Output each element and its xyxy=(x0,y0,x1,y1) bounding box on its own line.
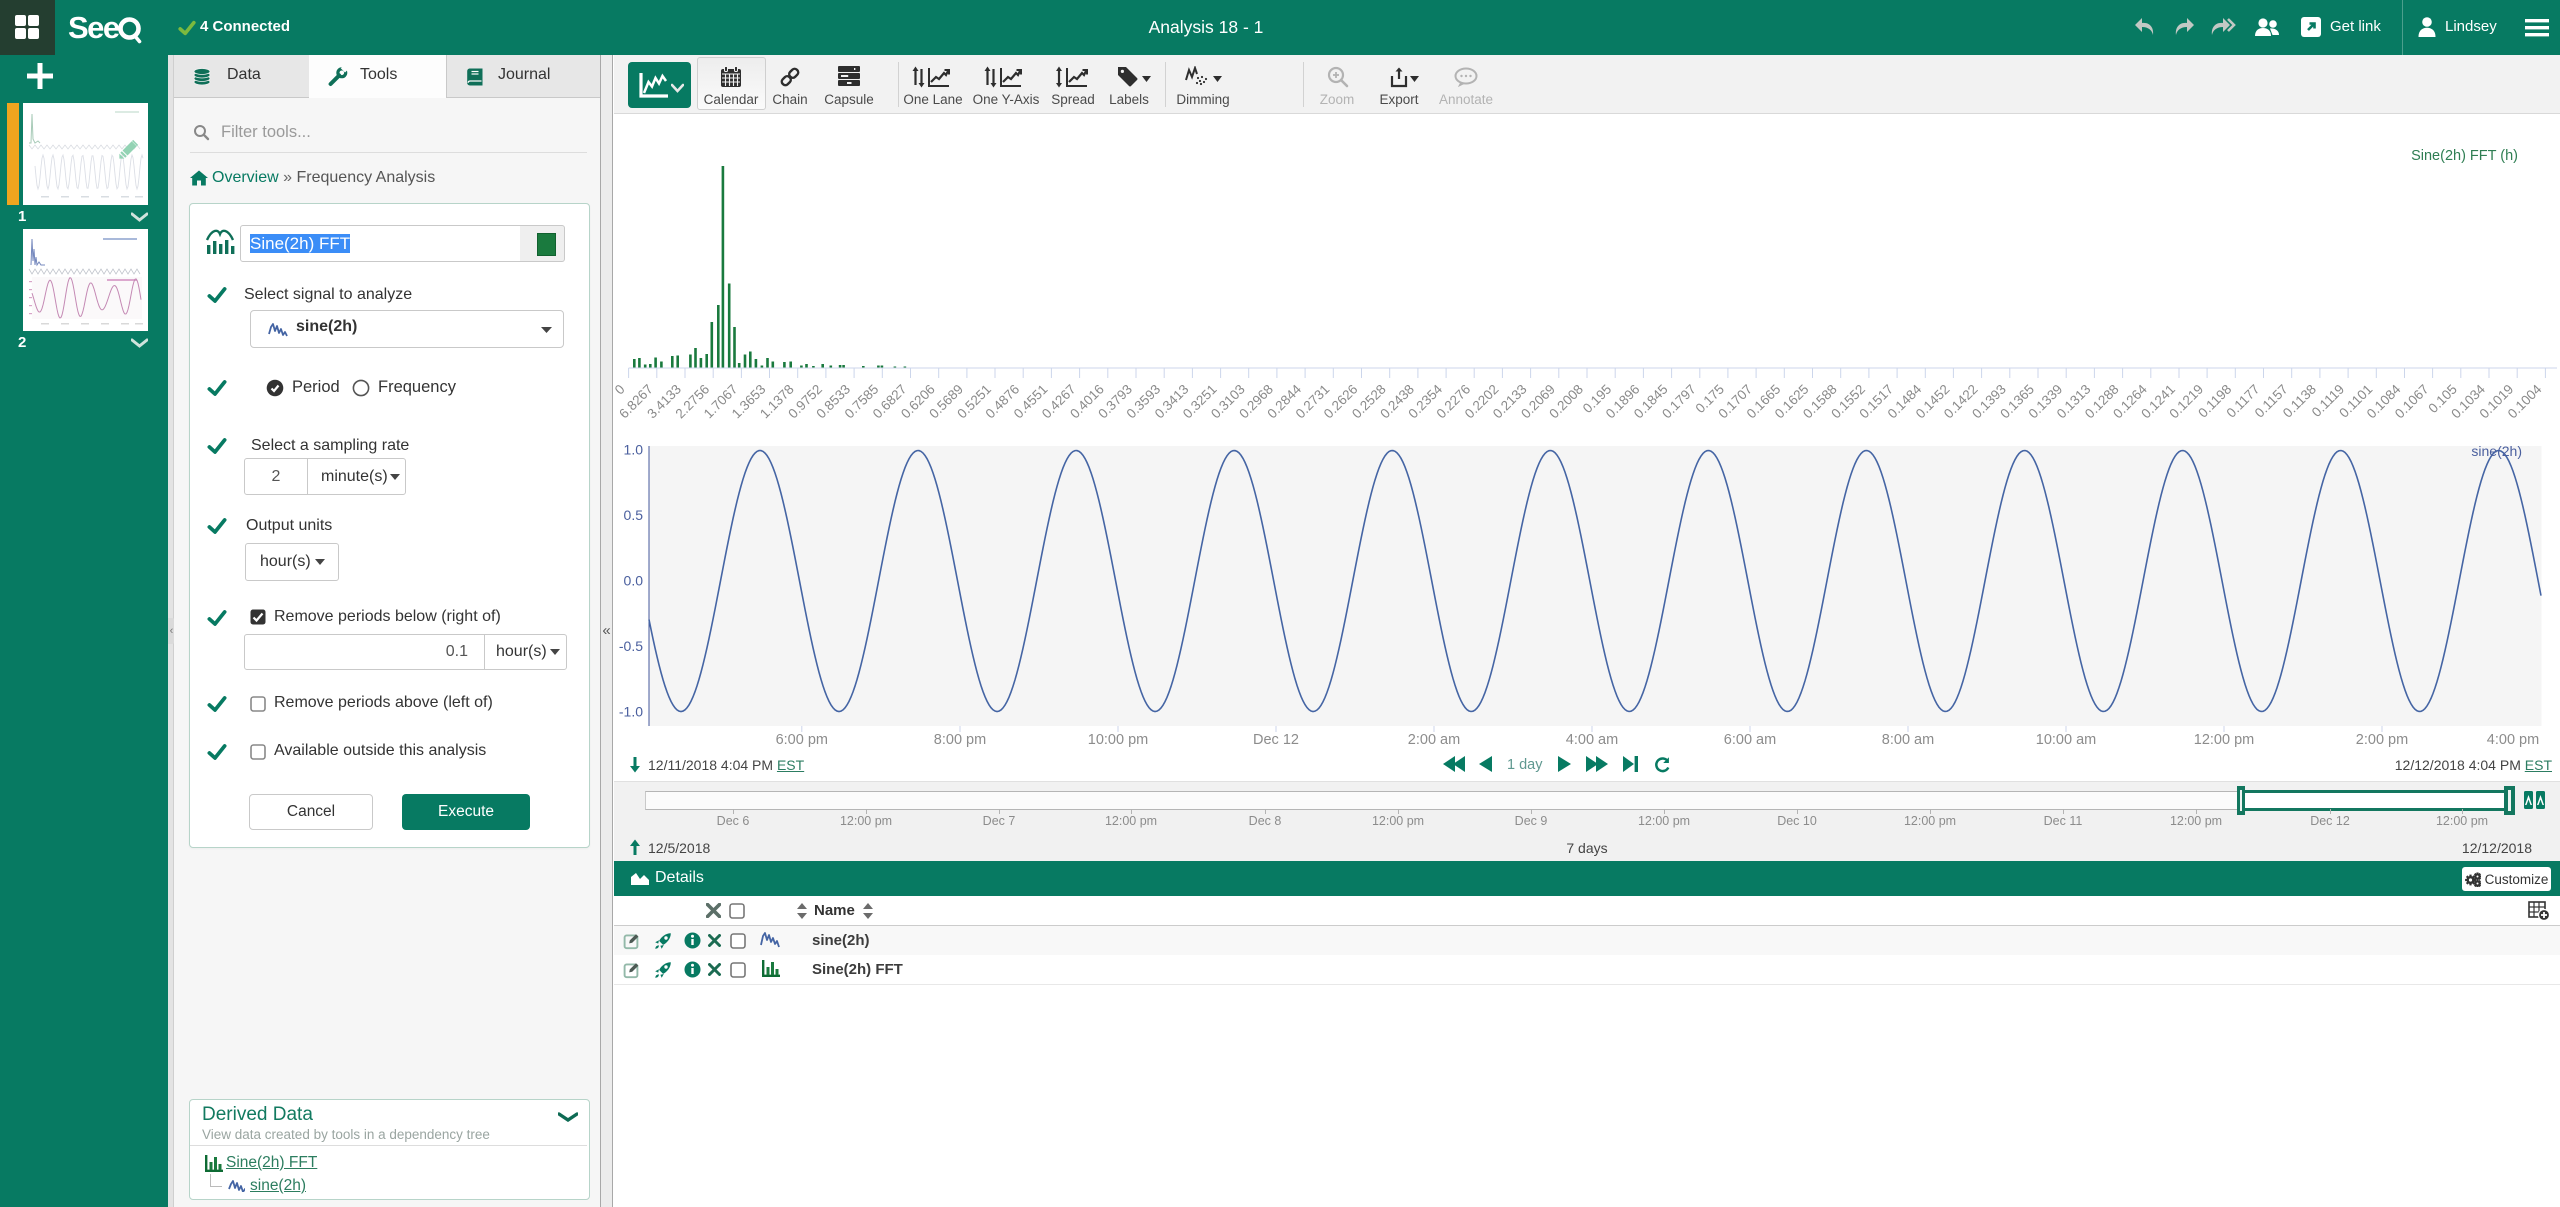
svg-text:12:00 pm: 12:00 pm xyxy=(2194,732,2254,748)
svg-text:Dec 12: Dec 12 xyxy=(1253,732,1299,748)
svg-text:8:00 am: 8:00 am xyxy=(1882,732,1934,748)
svg-text:See: See xyxy=(68,11,120,45)
svg-text:0.0: 0.0 xyxy=(624,573,644,589)
svg-text:10:00 am: 10:00 am xyxy=(2036,732,2096,748)
svg-text:4:00 pm: 4:00 pm xyxy=(2487,732,2539,748)
svg-text:6:00 am: 6:00 am xyxy=(1724,732,1776,748)
svg-text:6:00 pm: 6:00 pm xyxy=(776,732,828,748)
svg-text:2:00 am: 2:00 am xyxy=(1408,732,1460,748)
svg-text:-0.5: -0.5 xyxy=(619,638,643,654)
svg-text:sine(2h): sine(2h) xyxy=(2471,443,2522,459)
svg-text:0: 0 xyxy=(614,382,628,398)
svg-text:2:00 pm: 2:00 pm xyxy=(2356,732,2408,748)
svg-text:1.0: 1.0 xyxy=(624,443,644,458)
svg-text:Sine(2h) FFT (h): Sine(2h) FFT (h) xyxy=(2411,148,2518,164)
svg-text:4:00 am: 4:00 am xyxy=(1566,732,1618,748)
svg-text:-1.0: -1.0 xyxy=(619,704,643,720)
svg-text:0.5: 0.5 xyxy=(624,507,644,523)
svg-text:10:00 pm: 10:00 pm xyxy=(1088,732,1148,748)
svg-text:8:00 pm: 8:00 pm xyxy=(934,732,986,748)
